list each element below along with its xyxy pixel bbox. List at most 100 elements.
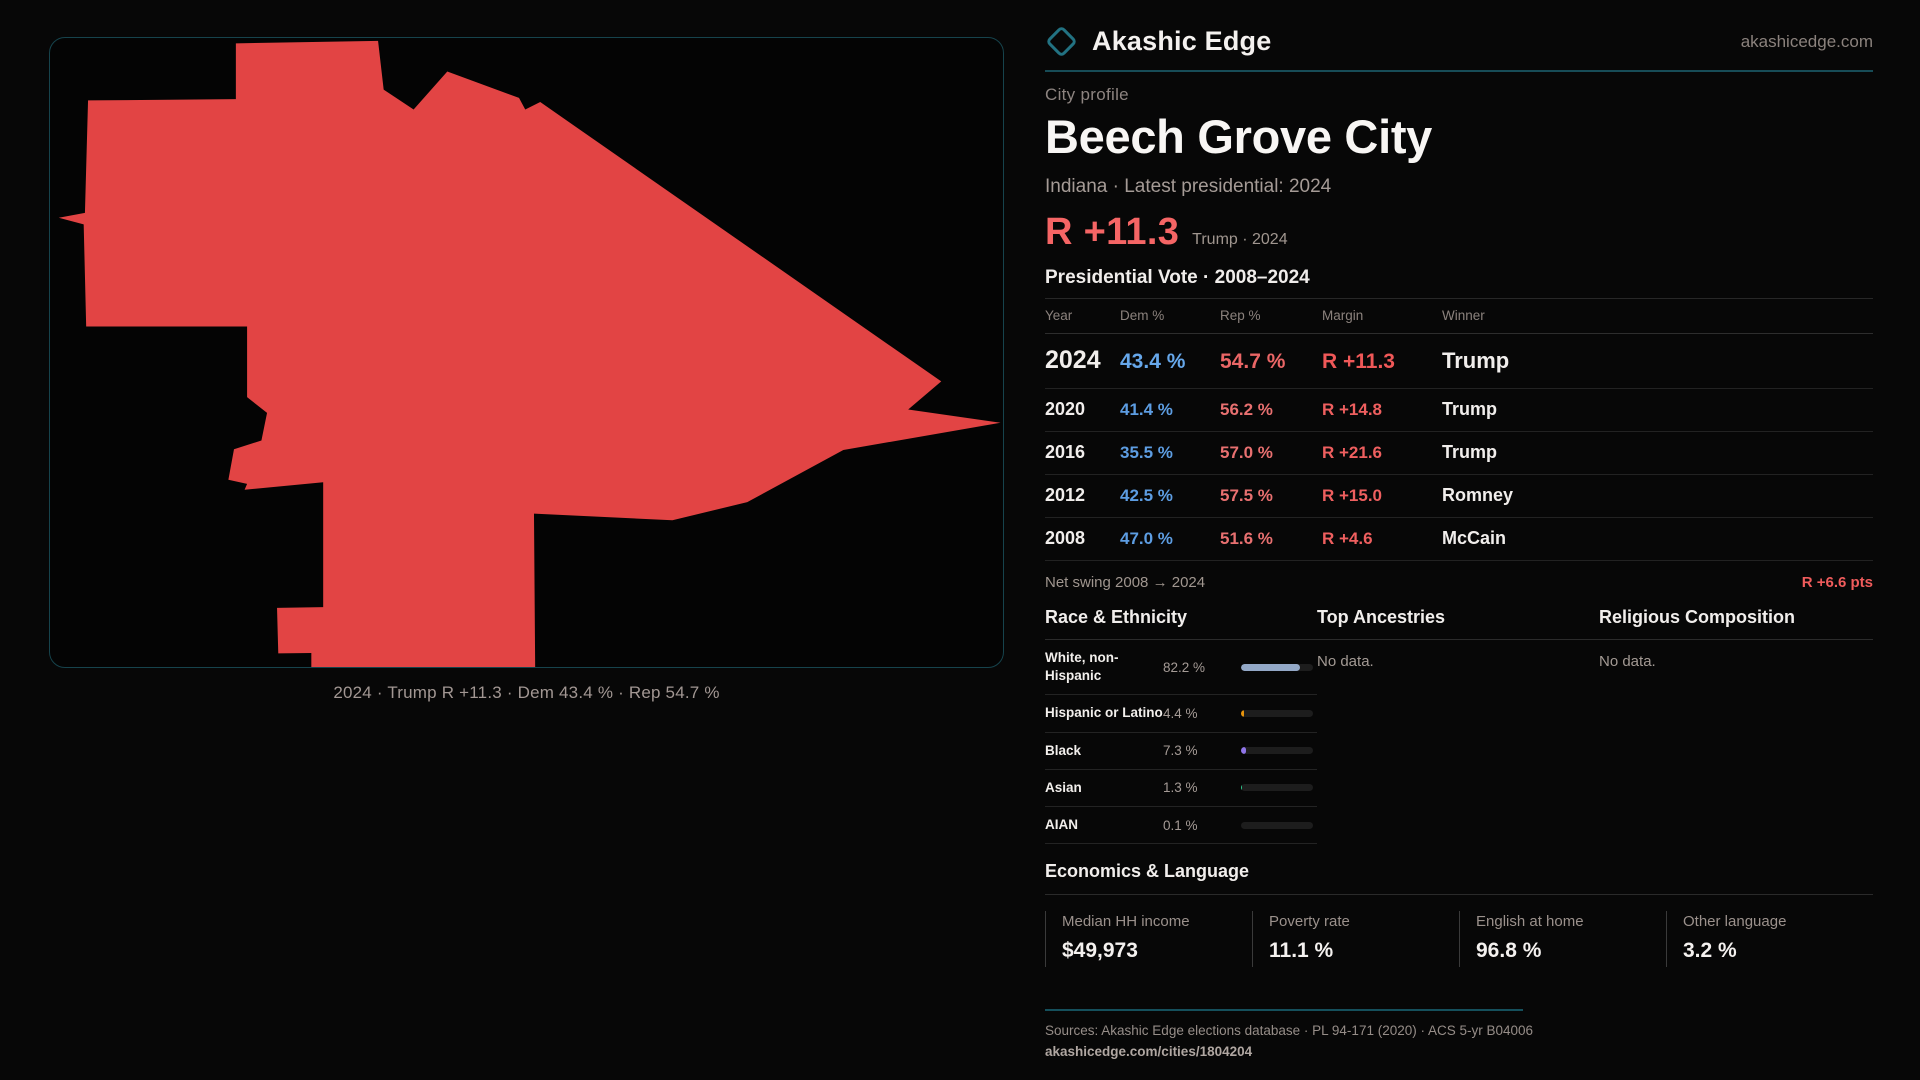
cell-year: 2020 xyxy=(1045,399,1086,419)
cell-winner: Trump xyxy=(1442,399,1498,419)
economics-card-value: $49,973 xyxy=(1062,939,1138,963)
election-row-2024: 2024 43.4 % 54.7 % R +11.3 Trump xyxy=(1045,334,1873,389)
election-row-2020: 2020 41.4 % 56.2 % R +14.8 Trump xyxy=(1045,389,1873,432)
headline-margin-value: R +11.3 xyxy=(1045,211,1180,253)
race-bar-fill xyxy=(1241,747,1247,755)
religious-composition-empty: No data. xyxy=(1599,653,1656,670)
race-row: Hispanic or Latino 4.4 % xyxy=(1045,695,1317,733)
economics-card: Median HH income $49,973 xyxy=(1045,911,1252,968)
cell-rep: 54.7 % xyxy=(1220,350,1286,373)
city-url-link[interactable]: akashicedge.com/cities/1804204 xyxy=(1045,1044,1253,1060)
net-swing-label: Net swing 2008 → 2024 xyxy=(1045,574,1206,591)
top-ancestries-section: Top Ancestries No data. xyxy=(1317,607,1599,844)
col-header-year: Year xyxy=(1045,308,1073,323)
cell-dem: 42.5 % xyxy=(1120,486,1173,505)
economics-card-value: 96.8 % xyxy=(1476,939,1542,963)
page-header: Akashic Edge akashicedge.com xyxy=(1045,25,1873,58)
race-ethnicity-heading: Race & Ethnicity xyxy=(1045,607,1317,640)
race-bar-track xyxy=(1241,663,1313,671)
religious-composition-section: Religious Composition No data. xyxy=(1599,607,1873,844)
cell-year: 2012 xyxy=(1045,485,1086,505)
city-map-svg xyxy=(58,40,1001,667)
col-header-dem: Dem % xyxy=(1120,308,1165,323)
top-ancestries-heading: Top Ancestries xyxy=(1317,607,1599,640)
religious-composition-heading: Religious Composition xyxy=(1599,607,1873,640)
race-value: 1.3 % xyxy=(1163,780,1198,796)
net-swing-row: Net swing 2008 → 2024 R +6.6 pts xyxy=(1045,561,1873,601)
city-boundary-shape xyxy=(58,40,1001,667)
economics-card-label: Median HH income xyxy=(1062,913,1190,931)
top-ancestries-empty: No data. xyxy=(1317,653,1374,670)
profile-column: Akashic Edge akashicedge.com City profil… xyxy=(1045,0,1873,1059)
economics-cards: Median HH income $49,973 Poverty rate 11.1 … xyxy=(1045,911,1873,968)
cell-margin: R +14.8 xyxy=(1322,400,1383,419)
race-value: 7.3 % xyxy=(1163,743,1198,759)
footer-rule xyxy=(1045,1009,1523,1012)
brand-name: Akashic Edge xyxy=(1092,26,1272,56)
col-header-margin: Margin xyxy=(1322,308,1364,323)
economics-card: Other language 3.2 % xyxy=(1666,911,1873,968)
election-table-header: Year Dem % Rep % Margin Winner xyxy=(1045,299,1873,334)
race-bar-fill xyxy=(1241,663,1301,671)
race-label: White, non-Hispanic xyxy=(1045,650,1119,684)
race-row: Black 7.3 % xyxy=(1045,733,1317,770)
cell-dem: 47.0 % xyxy=(1120,529,1173,548)
race-value: 4.4 % xyxy=(1163,706,1198,722)
economics-rule xyxy=(1045,894,1873,896)
page-title: Beech Grove City xyxy=(1045,110,1433,163)
economics-card-label: Poverty rate xyxy=(1269,913,1350,931)
race-row: AIAN 0.1 % xyxy=(1045,807,1317,845)
economics-card-label: English at home xyxy=(1476,913,1584,931)
cell-winner: McCain xyxy=(1442,528,1507,548)
race-ethnicity-section: Race & Ethnicity White, non-Hispanic 82.2… xyxy=(1045,607,1317,845)
election-table-body: 2024 43.4 % 54.7 % R +11.3 Trump 2020 41.4 % 56… xyxy=(1045,334,1873,561)
cell-year: 2008 xyxy=(1045,528,1086,548)
race-value: 82.2 % xyxy=(1163,659,1206,675)
header-rule xyxy=(1045,70,1873,72)
election-table: Year Dem % Rep % Margin Winner 2024 43.4 … xyxy=(1045,298,1873,601)
cell-rep: 57.5 % xyxy=(1220,486,1273,505)
election-row-2016: 2016 35.5 % 57.0 % R +21.6 Trump xyxy=(1045,432,1873,475)
race-bar-fill xyxy=(1241,784,1242,792)
brand-domain-link[interactable]: akashicedge.com xyxy=(1740,31,1873,51)
headline-margin-meta: Trump · 2024 xyxy=(1192,231,1288,248)
cell-dem: 43.4 % xyxy=(1120,350,1186,373)
demographics-columns: Race & Ethnicity White, non-Hispanic 82.2… xyxy=(1045,607,1873,845)
election-row-2012: 2012 42.5 % 57.5 % R +15.0 Romney xyxy=(1045,475,1873,518)
race-label: Hispanic or Latino xyxy=(1045,705,1163,721)
cell-dem: 35.5 % xyxy=(1120,443,1173,462)
city-map-panel xyxy=(49,37,1004,668)
cell-dem: 41.4 % xyxy=(1120,400,1173,419)
cell-winner: Romney xyxy=(1442,485,1514,505)
page-subtitle: Indiana · Latest presidential: 2024 xyxy=(1045,176,1332,197)
col-header-winner: Winner xyxy=(1442,308,1485,323)
race-label: Asian xyxy=(1045,779,1082,795)
cell-margin: R +21.6 xyxy=(1322,443,1383,462)
race-row: White, non-Hispanic 82.2 % xyxy=(1045,640,1317,696)
election-table-title: Presidential Vote · 2008–2024 xyxy=(1045,267,1310,288)
race-value: 0.1 % xyxy=(1163,817,1198,833)
cell-rep: 56.2 % xyxy=(1220,400,1273,419)
cell-year: 2024 xyxy=(1045,346,1101,374)
headline-margin: R +11.3 Trump · 2024 xyxy=(1045,211,1873,254)
cell-margin: R +11.3 xyxy=(1322,350,1395,373)
cell-winner: Trump xyxy=(1442,348,1510,373)
race-bar-track xyxy=(1241,821,1313,829)
race-label: AIAN xyxy=(1045,817,1078,833)
cell-margin: R +4.6 xyxy=(1322,529,1373,548)
economics-heading: Economics & Language xyxy=(1045,861,1250,882)
race-bar-track xyxy=(1241,747,1313,755)
cell-winner: Trump xyxy=(1442,442,1498,462)
economics-card: English at home 96.8 % xyxy=(1459,911,1666,968)
economics-card-value: 11.1 % xyxy=(1269,939,1334,963)
race-label: Black xyxy=(1045,742,1082,758)
eyebrow-label: City profile xyxy=(1045,85,1129,104)
race-row: Asian 1.3 % xyxy=(1045,770,1317,808)
cell-rep: 51.6 % xyxy=(1220,529,1273,548)
brand-diamond-icon xyxy=(1045,25,1078,58)
net-swing-value: R +6.6 pts xyxy=(1801,574,1873,591)
map-caption: 2024 · Trump R +11.3 · Dem 43.4 % · Rep … xyxy=(333,683,720,702)
sources-line: Sources: Akashic Edge elections database… xyxy=(1045,1023,1534,1039)
race-bar-fill xyxy=(1241,710,1245,718)
race-bar-track xyxy=(1241,710,1313,718)
